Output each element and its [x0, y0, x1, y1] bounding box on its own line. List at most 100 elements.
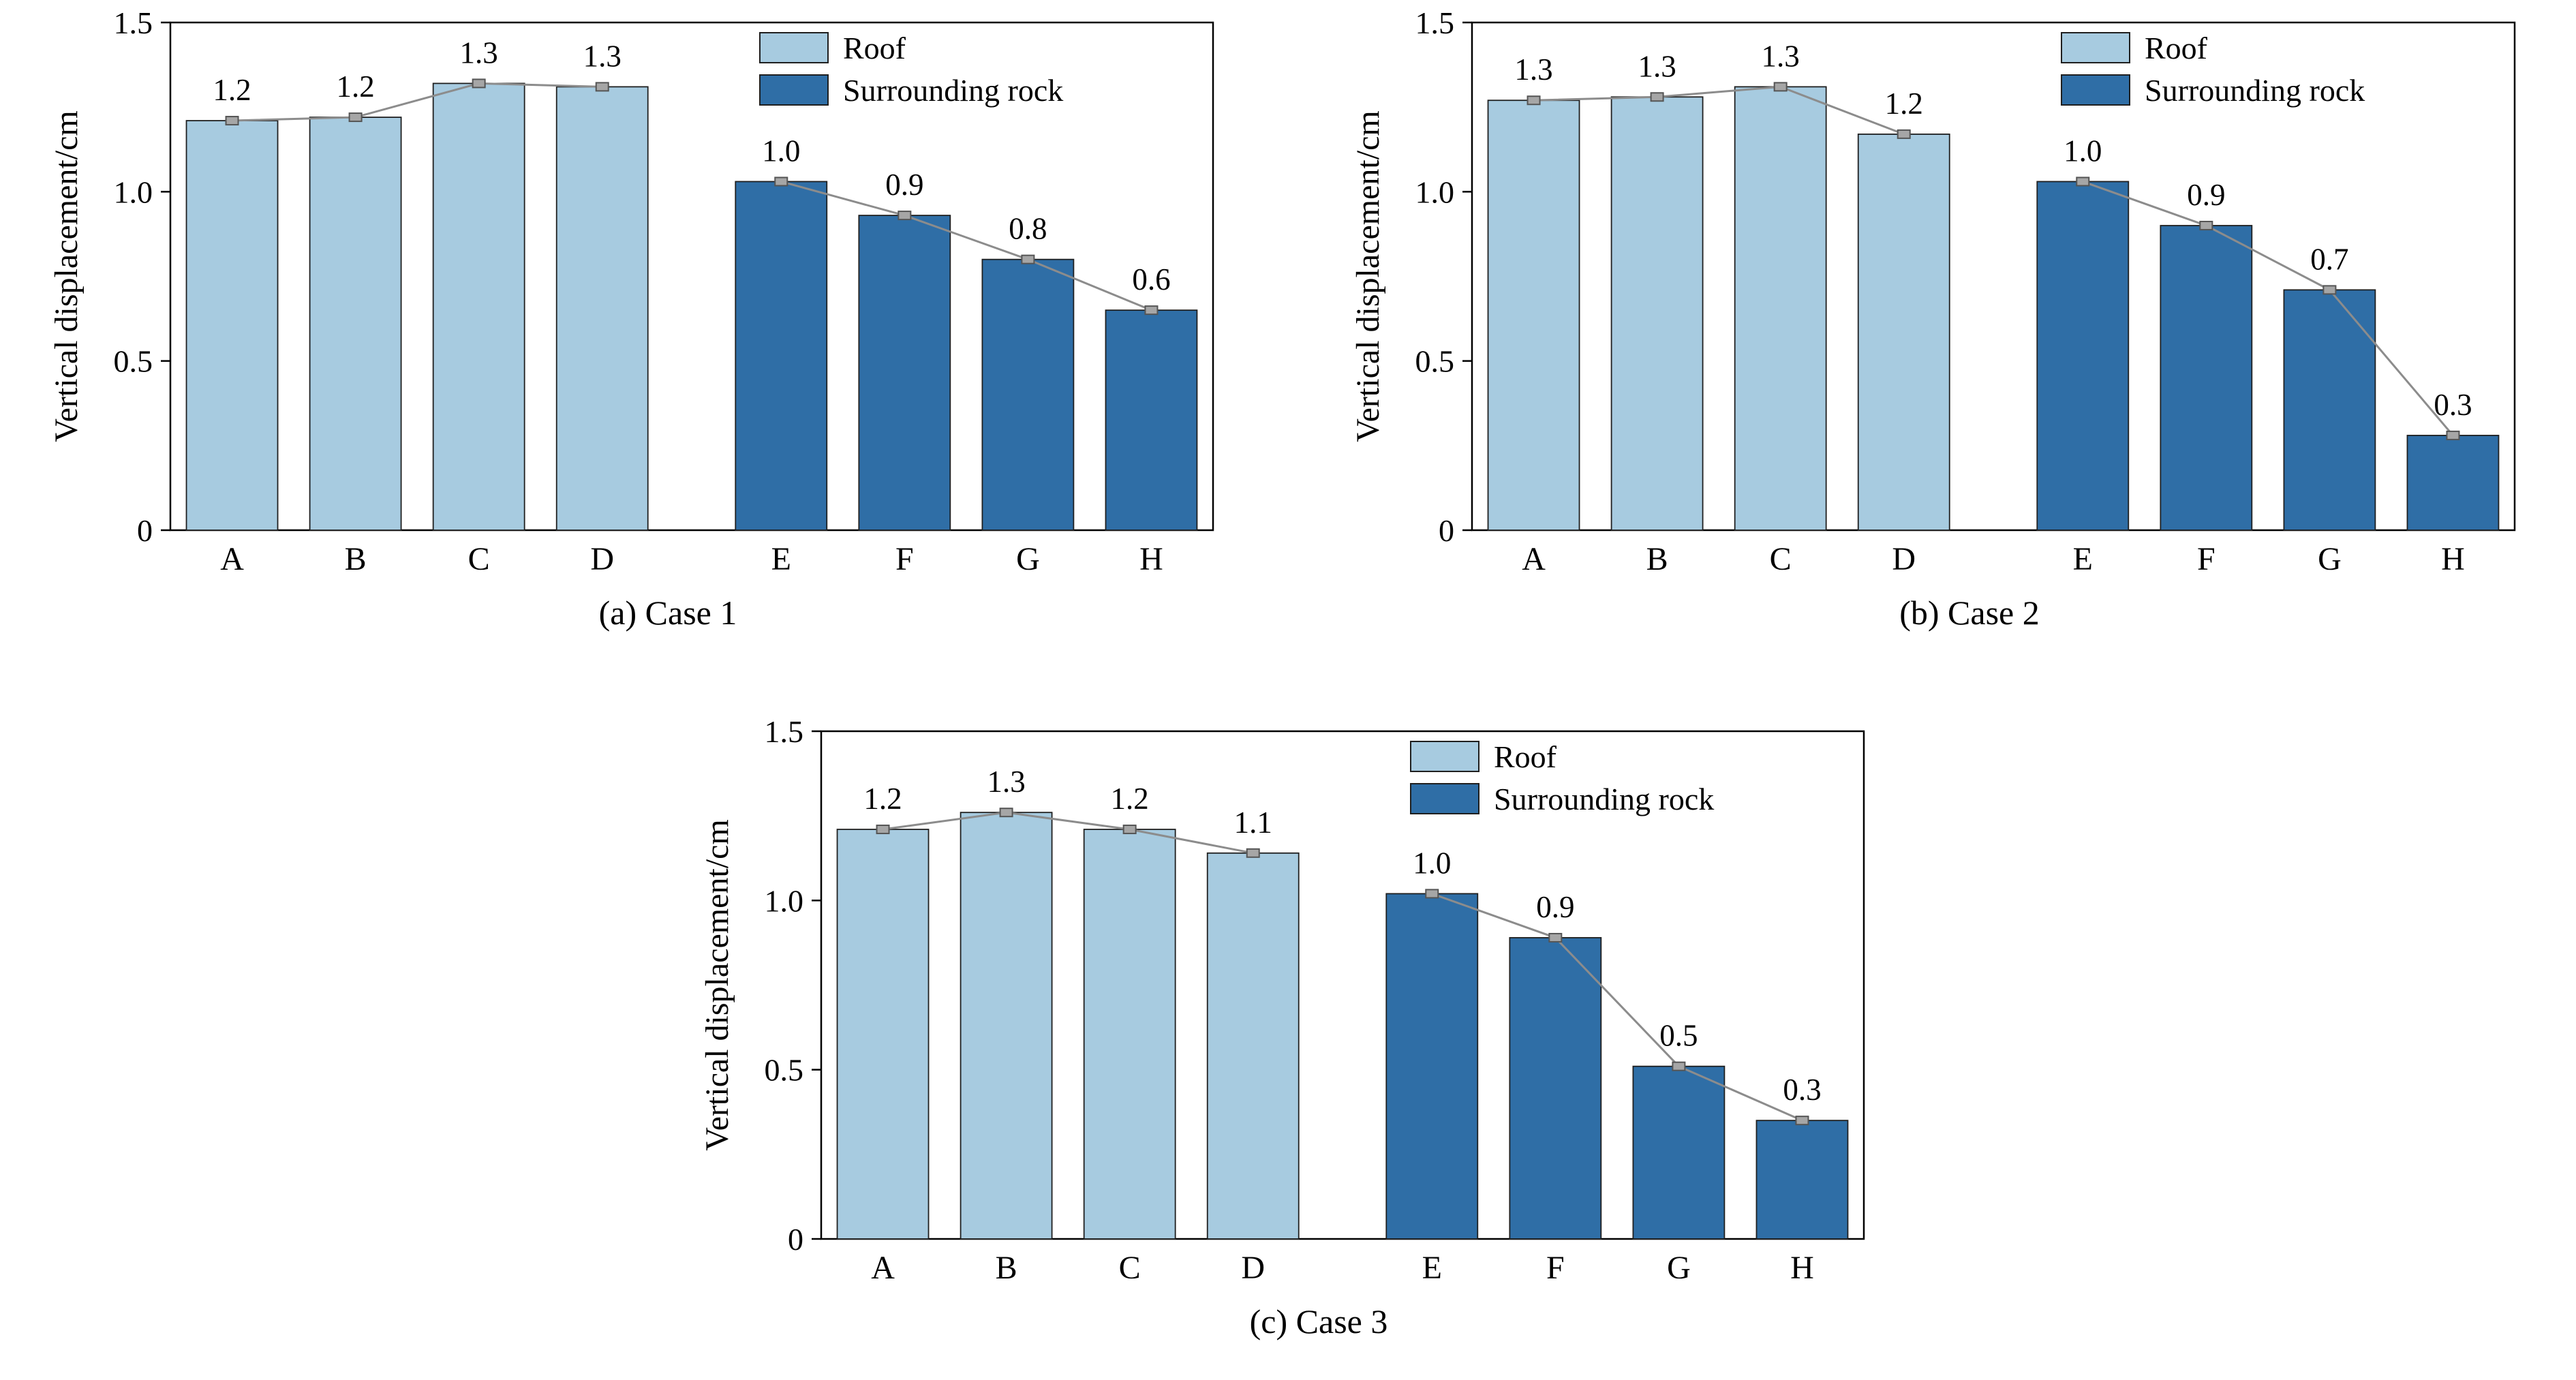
x-tick-label: B	[996, 1250, 1017, 1286]
value-label: 0.3	[2434, 388, 2472, 422]
marker	[999, 808, 1013, 818]
marker	[472, 78, 486, 89]
value-label: 1.2	[1885, 87, 1923, 121]
value-label: 1.2	[213, 73, 251, 107]
x-tick-label: A	[220, 541, 244, 577]
x-tick-label: E	[2073, 541, 2093, 577]
bar	[1755, 1120, 1849, 1240]
marker	[1672, 1061, 1686, 1071]
y-tick-label: 0	[137, 513, 153, 548]
marker	[876, 825, 890, 835]
value-label: 0.6	[1132, 262, 1170, 296]
y-axis-title: Vertical displacement/cm	[1350, 110, 1386, 442]
marker	[898, 211, 912, 221]
bar	[1857, 133, 1950, 531]
chart-plot-case-3: 0 0.5 1.0 1.5 Vertical displacement/cm A 1.2 B 1…	[688, 714, 1888, 1300]
plot-frame	[1471, 21, 2516, 532]
bar	[981, 258, 1075, 531]
y-tick-label: 1.0	[1415, 174, 1455, 209]
marker	[1897, 129, 1911, 139]
x-tick-label: C	[1770, 541, 1792, 577]
marker	[1122, 825, 1137, 835]
chart-svg: 0 0.5 1.0 1.5 Vertical displacement/cm A 1.3 B 1…	[1350, 5, 2516, 577]
charts-row-bottom: 0 0.5 1.0 1.5 Vertical displacement/cm A 1.2 B 1…	[0, 714, 2576, 1341]
x-tick-label: D	[1241, 1250, 1265, 1286]
value-label: 0.8	[1009, 212, 1047, 246]
legend-swatch	[2061, 32, 2130, 63]
bar	[1632, 1065, 1726, 1240]
bar	[858, 215, 951, 531]
bar	[555, 86, 649, 531]
charts-row-top: 0 0.5 1.0 1.5 Vertical displacement/cm A 1.2 B 1…	[0, 5, 2576, 632]
plot-frame	[820, 730, 1865, 1240]
marker	[774, 177, 788, 187]
x-tick-label: H	[1790, 1250, 1814, 1286]
marker	[225, 116, 239, 126]
y-tick-label: 1.0	[114, 174, 153, 209]
x-tick-label: E	[771, 541, 791, 577]
chart-case-3: 0 0.5 1.0 1.5 Vertical displacement/cm A 1.2 B 1…	[688, 714, 1888, 1341]
y-tick-label: 1.5	[765, 714, 804, 749]
value-label: 1.2	[1111, 782, 1149, 816]
legend-swatch	[1410, 741, 1479, 772]
bar	[1385, 893, 1479, 1240]
x-tick-label: A	[1522, 541, 1546, 577]
bar	[2406, 435, 2500, 531]
chart-caption-case-2: (b) Case 2	[1899, 594, 2040, 632]
y-axis-title: Vertical displacement/cm	[699, 819, 735, 1150]
x-tick-label: G	[1016, 541, 1040, 577]
y-tick-label: 1.0	[765, 883, 804, 918]
trend-line	[1431, 892, 1803, 1122]
x-tick-label: G	[2318, 541, 2342, 577]
chart-caption-case-3: (c) Case 3	[1249, 1302, 1388, 1340]
y-tick-label: 0.5	[114, 344, 153, 379]
value-label: 0.5	[1659, 1019, 1698, 1053]
bar	[1083, 829, 1176, 1240]
legend-label: Roof	[843, 31, 906, 65]
y-tick-label: 0	[1439, 513, 1454, 548]
marker	[1246, 848, 1260, 858]
legend-label: Surrounding rock	[843, 73, 1063, 108]
marker	[348, 112, 363, 123]
value-label: 1.3	[1762, 39, 1800, 73]
value-label: 0.9	[885, 168, 923, 202]
bar	[1734, 86, 1827, 531]
value-label: 1.3	[460, 35, 498, 70]
value-label: 1.3	[987, 765, 1025, 799]
x-tick-label: G	[1667, 1250, 1691, 1286]
bar	[1487, 99, 1580, 531]
x-tick-label: F	[2197, 541, 2215, 577]
value-label: 1.3	[1514, 52, 1552, 87]
value-label: 1.0	[2064, 134, 2102, 168]
legend-swatch	[1410, 783, 1479, 814]
value-label: 0.9	[1536, 890, 1574, 924]
value-label: 1.2	[863, 782, 902, 816]
value-label: 1.1	[1234, 806, 1272, 840]
value-label: 1.2	[336, 70, 374, 104]
bar	[1105, 309, 1198, 531]
marker	[1773, 82, 1788, 92]
bar	[1610, 96, 1704, 531]
chart-plot-case-2: 0 0.5 1.0 1.5 Vertical displacement/cm A 1.3 B 1…	[1339, 5, 2539, 592]
x-tick-label: B	[1646, 541, 1668, 577]
value-label: 1.0	[762, 134, 800, 168]
x-tick-label: C	[468, 541, 490, 577]
bar	[2160, 225, 2253, 531]
chart-caption-case-1: (a) Case 1	[598, 594, 737, 632]
legend-swatch	[759, 74, 829, 106]
y-tick-label: 1.5	[114, 5, 153, 40]
value-label: 1.0	[1413, 846, 1451, 880]
marker	[2446, 430, 2460, 440]
bar	[2283, 289, 2376, 531]
bar	[185, 120, 279, 531]
marker	[1795, 1116, 1809, 1126]
marker	[1527, 95, 1541, 106]
marker	[1548, 932, 1563, 942]
bar	[1206, 852, 1300, 1240]
bar	[960, 812, 1053, 1240]
marker	[1144, 305, 1159, 316]
value-label: 1.3	[1638, 49, 1676, 83]
trend-line	[883, 811, 1254, 855]
y-tick-label: 0	[788, 1222, 803, 1257]
bar	[2036, 181, 2130, 531]
